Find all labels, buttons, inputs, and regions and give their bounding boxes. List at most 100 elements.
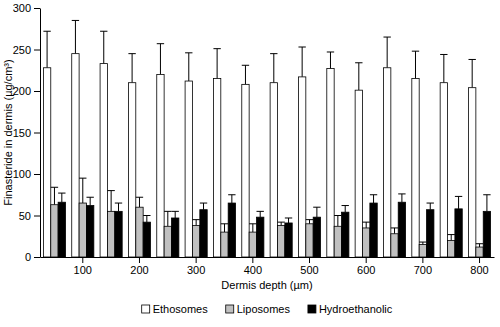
error-bar	[171, 211, 178, 218]
error-cap	[412, 51, 419, 52]
bar	[143, 222, 150, 257]
legend-swatch	[308, 305, 316, 313]
error-cap	[427, 203, 434, 204]
error-stem	[54, 187, 55, 204]
error-stem	[196, 220, 197, 226]
plot: 0501001502002503001002003004005006007008…	[13, 2, 495, 276]
error-cap	[192, 219, 199, 220]
bar	[355, 90, 362, 257]
error-cap	[277, 222, 284, 223]
error-cap	[157, 43, 164, 44]
error-stem	[224, 224, 225, 232]
bar	[370, 203, 377, 257]
bar	[242, 84, 249, 257]
bar	[298, 77, 305, 257]
error-bar	[164, 211, 171, 226]
tick-label: 150	[13, 127, 31, 139]
error-bar	[249, 224, 256, 232]
legend-item: Hydroethanolic	[308, 303, 393, 315]
y-axis-title: Finasteride in dermis (µg/cm³)	[2, 59, 14, 205]
error-stem	[273, 54, 274, 83]
error-bar	[440, 54, 447, 82]
error-bar	[242, 65, 249, 84]
error-stem	[139, 197, 140, 207]
error-stem	[330, 52, 331, 69]
error-stem	[288, 218, 289, 223]
error-bar	[86, 197, 93, 205]
bar	[334, 226, 341, 257]
tick-label: 250	[13, 44, 31, 56]
tick-label: 50	[19, 210, 31, 222]
error-cap	[455, 196, 462, 197]
tick-label: 500	[300, 264, 318, 276]
bar	[100, 64, 107, 257]
error-bar	[221, 224, 228, 232]
tick: 250	[13, 44, 40, 56]
error-cap	[58, 193, 65, 194]
legend-label: Liposomes	[237, 303, 291, 315]
bar	[383, 68, 390, 257]
bar	[285, 223, 292, 257]
error-stem	[394, 228, 395, 234]
tick-mark	[82, 257, 83, 263]
bar	[440, 83, 447, 257]
error-bar	[355, 63, 362, 90]
bar	[419, 245, 426, 257]
error-bar	[412, 51, 419, 78]
error-cap	[221, 223, 228, 224]
tick-mark	[34, 216, 40, 217]
bar	[185, 81, 192, 257]
series	[58, 193, 490, 257]
bar	[43, 68, 50, 257]
tick: 300	[13, 2, 40, 14]
error-stem	[47, 31, 48, 68]
error-stem	[160, 44, 161, 75]
error-bar	[363, 222, 370, 228]
bar	[164, 226, 171, 257]
error-stem	[217, 49, 218, 79]
tick-label: 700	[414, 264, 432, 276]
tick-mark	[366, 257, 367, 263]
error-stem	[451, 235, 452, 241]
error-bar	[427, 203, 434, 210]
bar	[249, 232, 256, 257]
tick-label: 100	[74, 264, 92, 276]
tick: 150	[13, 127, 40, 139]
error-stem	[373, 195, 374, 203]
error-stem	[337, 216, 338, 227]
bar	[277, 225, 284, 257]
error-stem	[458, 196, 459, 208]
error-cap	[107, 190, 114, 191]
error-cap	[468, 59, 475, 60]
error-bar	[185, 53, 192, 81]
error-bar	[383, 37, 390, 68]
tick: 300	[187, 257, 205, 276]
error-bar	[270, 54, 277, 83]
error-bar	[72, 20, 79, 53]
error-stem	[245, 65, 246, 84]
tick-mark	[34, 8, 40, 9]
tick-label: 600	[357, 264, 375, 276]
error-cap	[249, 223, 256, 224]
tick: 100	[74, 257, 92, 276]
bar	[412, 79, 419, 257]
error-stem	[316, 207, 317, 217]
error-cap	[200, 203, 207, 204]
legend-label: Hydroethanolic	[319, 303, 393, 315]
y-axis: 050100150200250300	[13, 2, 41, 263]
error-stem	[82, 178, 83, 203]
bar	[468, 88, 475, 257]
tick-label: 100	[13, 168, 31, 180]
bar	[79, 203, 86, 257]
legend-swatch	[142, 305, 150, 313]
bar	[228, 203, 235, 257]
tick: 700	[414, 257, 432, 276]
tick-mark	[196, 257, 197, 263]
tick: 800	[470, 257, 488, 276]
bar	[476, 247, 483, 257]
error-cap	[72, 20, 79, 21]
error-bar	[107, 191, 114, 212]
error-cap	[213, 48, 220, 49]
bar	[306, 224, 313, 257]
bar	[171, 218, 178, 257]
